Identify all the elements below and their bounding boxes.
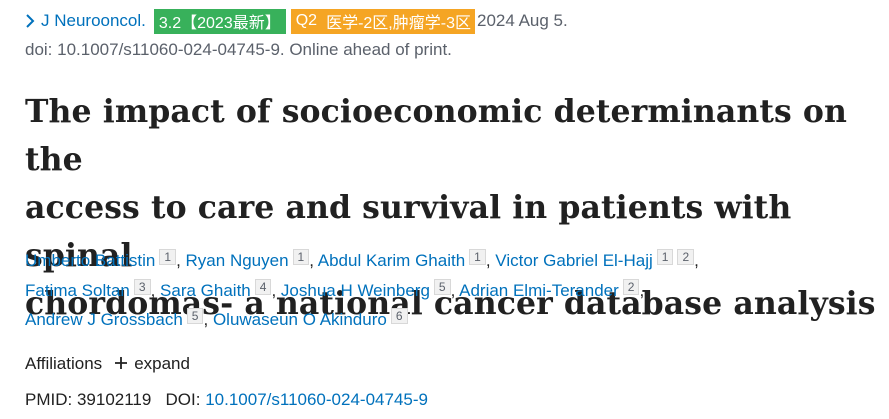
publication-date: 2024 Aug 5. xyxy=(476,11,568,30)
journal-name-link[interactable]: J Neurooncol. xyxy=(41,11,146,30)
doi-link[interactable]: 10.1007/s11060-024-04745-9 xyxy=(205,390,428,409)
pmid-value: 39102119 xyxy=(76,390,152,409)
author-link[interactable]: Sara Ghaith xyxy=(160,280,251,300)
affiliation-number[interactable]: 1 xyxy=(469,249,486,265)
affiliation-number[interactable]: 5 xyxy=(186,308,204,324)
identifiers-row: PMID: 39102119 DOI: 10.1007/s11060-024-0… xyxy=(25,390,428,410)
impact-factor-badge: 3.2【2023最新】 xyxy=(153,8,286,34)
author-link[interactable]: Oluwaseun O Akinduro xyxy=(212,310,387,329)
plus-icon xyxy=(114,356,128,373)
affiliation-number[interactable]: 2 xyxy=(677,249,695,265)
journal-citation-line: J Neurooncol. 3.2【2023最新】 Q2 医学-2区,肿瘤学-3… xyxy=(25,8,568,34)
affiliation-number[interactable]: 1 xyxy=(656,249,674,265)
affiliation-number[interactable]: 4 xyxy=(254,278,272,295)
doi-label: DOI: xyxy=(165,390,201,409)
author-link[interactable]: Umberto Battistin xyxy=(25,251,156,270)
title-line-2: access to care and survival in patients … xyxy=(25,189,792,274)
author-link[interactable]: Ryan Nguyen xyxy=(185,251,289,270)
affiliation-number[interactable]: 1 xyxy=(292,249,310,265)
affiliation-number[interactable]: 5 xyxy=(433,278,451,295)
zone-badge: 医学-2区,肿瘤学-3区 xyxy=(322,8,475,34)
author-link[interactable]: Fatima Soltan xyxy=(25,280,130,300)
author-link[interactable]: Abdul Karim Ghaith xyxy=(317,251,466,270)
doi-status-line: doi: 10.1007/s11060-024-04745-9. Online … xyxy=(25,40,452,59)
author-link[interactable]: Joshua H Weinberg xyxy=(280,280,430,300)
pmid-label: PMID: xyxy=(25,390,73,409)
affiliation-number[interactable]: 2 xyxy=(622,278,640,295)
expand-label: expand xyxy=(134,354,190,373)
affiliation-number[interactable]: 6 xyxy=(390,308,408,324)
author-link[interactable]: Victor Gabriel El-Hajj xyxy=(495,251,653,270)
chevron-right-icon[interactable] xyxy=(25,14,35,28)
affiliations-expand-button[interactable]: expand xyxy=(114,354,190,374)
author-link[interactable]: Adrian Elmi-Terander xyxy=(459,280,619,300)
quartile-badge: Q2 xyxy=(290,8,323,34)
affiliation-number[interactable]: 1 xyxy=(159,249,177,265)
authors-list: Umberto Battistin 1, Ryan Nguyen 1, Abdul … xyxy=(25,249,699,329)
affiliation-number[interactable]: 3 xyxy=(133,278,151,295)
title-line-1: The impact of socioeconomic determinants… xyxy=(25,93,848,178)
author-link[interactable]: Andrew J Grossbach xyxy=(25,310,183,329)
affiliations-row: Affiliations expand xyxy=(25,354,190,374)
affiliations-label: Affiliations xyxy=(25,354,103,373)
